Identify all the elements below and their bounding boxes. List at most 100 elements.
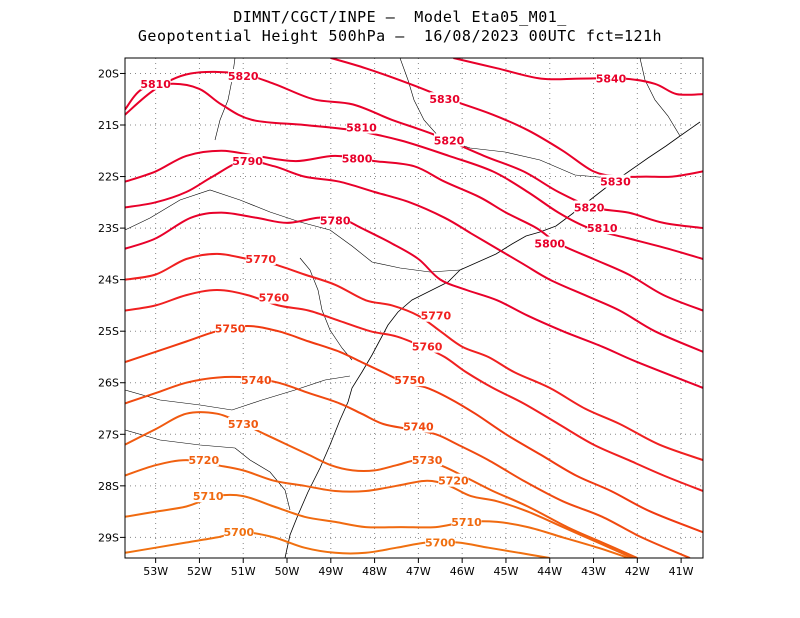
- contour-line-5800: [125, 149, 703, 312]
- contour-label-5810: 5810: [587, 222, 618, 235]
- lat-tick-label: 26S: [98, 377, 119, 390]
- contour-line-5720: [125, 459, 634, 558]
- contour-line-5760: [125, 289, 703, 492]
- contour-label-bg: [574, 200, 605, 214]
- contour-label-bg: [429, 92, 460, 106]
- contour-label-bg: [140, 76, 171, 90]
- contour-label-bg: [215, 321, 246, 335]
- contour-label-bg: [587, 221, 618, 235]
- contour-label-5740: 5740: [241, 374, 272, 387]
- lon-tick-label: 41W: [669, 565, 694, 578]
- contour-label-bg: [534, 236, 565, 250]
- lon-tick-label: 43W: [581, 565, 606, 578]
- contour-label-bg: [425, 535, 456, 549]
- contour-label-bg: [412, 453, 443, 467]
- map-title-line-2: Geopotential Height 500hPa – 16/08/2023 …: [137, 27, 663, 45]
- lon-tick-label: 52W: [187, 565, 212, 578]
- contour-line-5780: [125, 211, 703, 389]
- lat-tick-label: 24S: [98, 274, 119, 287]
- contour-label-5820: 5820: [434, 134, 465, 147]
- contour-label-5810: 5810: [140, 78, 171, 91]
- contour-line-5740: [125, 375, 691, 558]
- lon-tick-label: 47W: [406, 565, 431, 578]
- contour-label-bg: [596, 71, 627, 85]
- contour-line-5730: [125, 411, 638, 558]
- lat-tick-label: 28S: [98, 480, 119, 493]
- contour-label-bg: [342, 151, 373, 165]
- contour-label-5700: 5700: [224, 526, 255, 539]
- contour-label-bg: [188, 453, 219, 467]
- lon-tick-label: 50W: [275, 565, 300, 578]
- contour-label-5790: 5790: [232, 155, 263, 168]
- contour-label-bg: [434, 133, 465, 147]
- contour-line-5700: [125, 531, 550, 558]
- contour-label-bg: [245, 252, 276, 266]
- contour-label-5810: 5810: [346, 122, 377, 135]
- contour-label-5820: 5820: [574, 201, 605, 214]
- contour-label-5820: 5820: [228, 70, 259, 83]
- contour-line-5830: [330, 58, 703, 178]
- plot-frame: [124, 57, 704, 559]
- contour-label-5700: 5700: [425, 537, 456, 550]
- contour-label-bg: [420, 308, 451, 322]
- lat-tick-label: 29S: [98, 531, 119, 544]
- lat-tick-label: 23S: [98, 222, 119, 235]
- contour-label-bg: [403, 419, 434, 433]
- contour-label-5720: 5720: [438, 475, 469, 488]
- contour-label-bg: [346, 120, 377, 134]
- contour-label-bg: [394, 373, 425, 387]
- contour-labels: 5840 5830 5830 5820 5820 5820 5810 5810 5810 5800…: [140, 69, 631, 550]
- lon-tick-label: 42W: [625, 565, 650, 578]
- lon-tick-label: 53W: [143, 565, 168, 578]
- lat-tick-label: 20S: [98, 67, 119, 80]
- contour-line-5820: [125, 70, 703, 230]
- contour-lines: [125, 58, 703, 558]
- lat-tick-label: 22S: [98, 171, 119, 184]
- contour-label-bg: [412, 339, 443, 353]
- contour-label-5720: 5720: [189, 454, 220, 467]
- contour-label-bg: [232, 154, 263, 168]
- contour-label-5740: 5740: [403, 421, 434, 434]
- contour-label-5730: 5730: [228, 418, 259, 431]
- contour-label-bg: [600, 174, 631, 188]
- lon-tick-label: 51W: [231, 565, 256, 578]
- contour-label-5750: 5750: [215, 323, 246, 336]
- contour-label-bg: [258, 290, 289, 304]
- contour-label-5760: 5760: [412, 341, 443, 354]
- map-title-line-1: DIMNT/CGCT/INPE – Model Eta05_M01_: [233, 8, 567, 26]
- contour-label-bg: [451, 514, 482, 528]
- contour-label-5800: 5800: [342, 153, 373, 166]
- contour-line-5790: [125, 159, 703, 353]
- lon-tick-label: 48W: [362, 565, 387, 578]
- lat-tick-label: 21S: [98, 119, 119, 132]
- lon-tick-label: 45W: [494, 565, 519, 578]
- contour-label-5760: 5760: [259, 292, 290, 305]
- contour-label-bg: [223, 525, 254, 539]
- contour-label-bg: [193, 489, 224, 503]
- contour-label-5730: 5730: [412, 454, 443, 467]
- contour-label-bg: [320, 213, 351, 227]
- contour-line-5840: [453, 58, 703, 96]
- contour-line-5710: [125, 493, 629, 558]
- contour-label-5770: 5770: [245, 253, 276, 266]
- lat-tick-label: 25S: [98, 325, 119, 338]
- contour-label-bg: [228, 416, 259, 430]
- contour-label-bg: [241, 373, 272, 387]
- contour-label-5830: 5830: [600, 176, 631, 189]
- contour-label-bg: [228, 69, 259, 83]
- lon-tick-label: 44W: [537, 565, 562, 578]
- contour-label-5710: 5710: [451, 516, 482, 529]
- lon-tick-label: 46W: [450, 565, 475, 578]
- contour-label-5780: 5780: [320, 214, 351, 227]
- contour-label-5710: 5710: [193, 490, 224, 503]
- contour-label-5830: 5830: [429, 93, 460, 106]
- contour-label-5800: 5800: [534, 238, 565, 251]
- axis-ticks: 53W 52W 51W 50W 49W 48W 47W 46W 45W 44W 43W 42W 41W 2…: [98, 67, 694, 578]
- contour-label-5750: 5750: [394, 374, 425, 387]
- contour-line-5770: [125, 252, 703, 462]
- contour-label-5840: 5840: [596, 73, 627, 86]
- contour-label-bg: [438, 473, 469, 487]
- lon-tick-label: 49W: [318, 565, 343, 578]
